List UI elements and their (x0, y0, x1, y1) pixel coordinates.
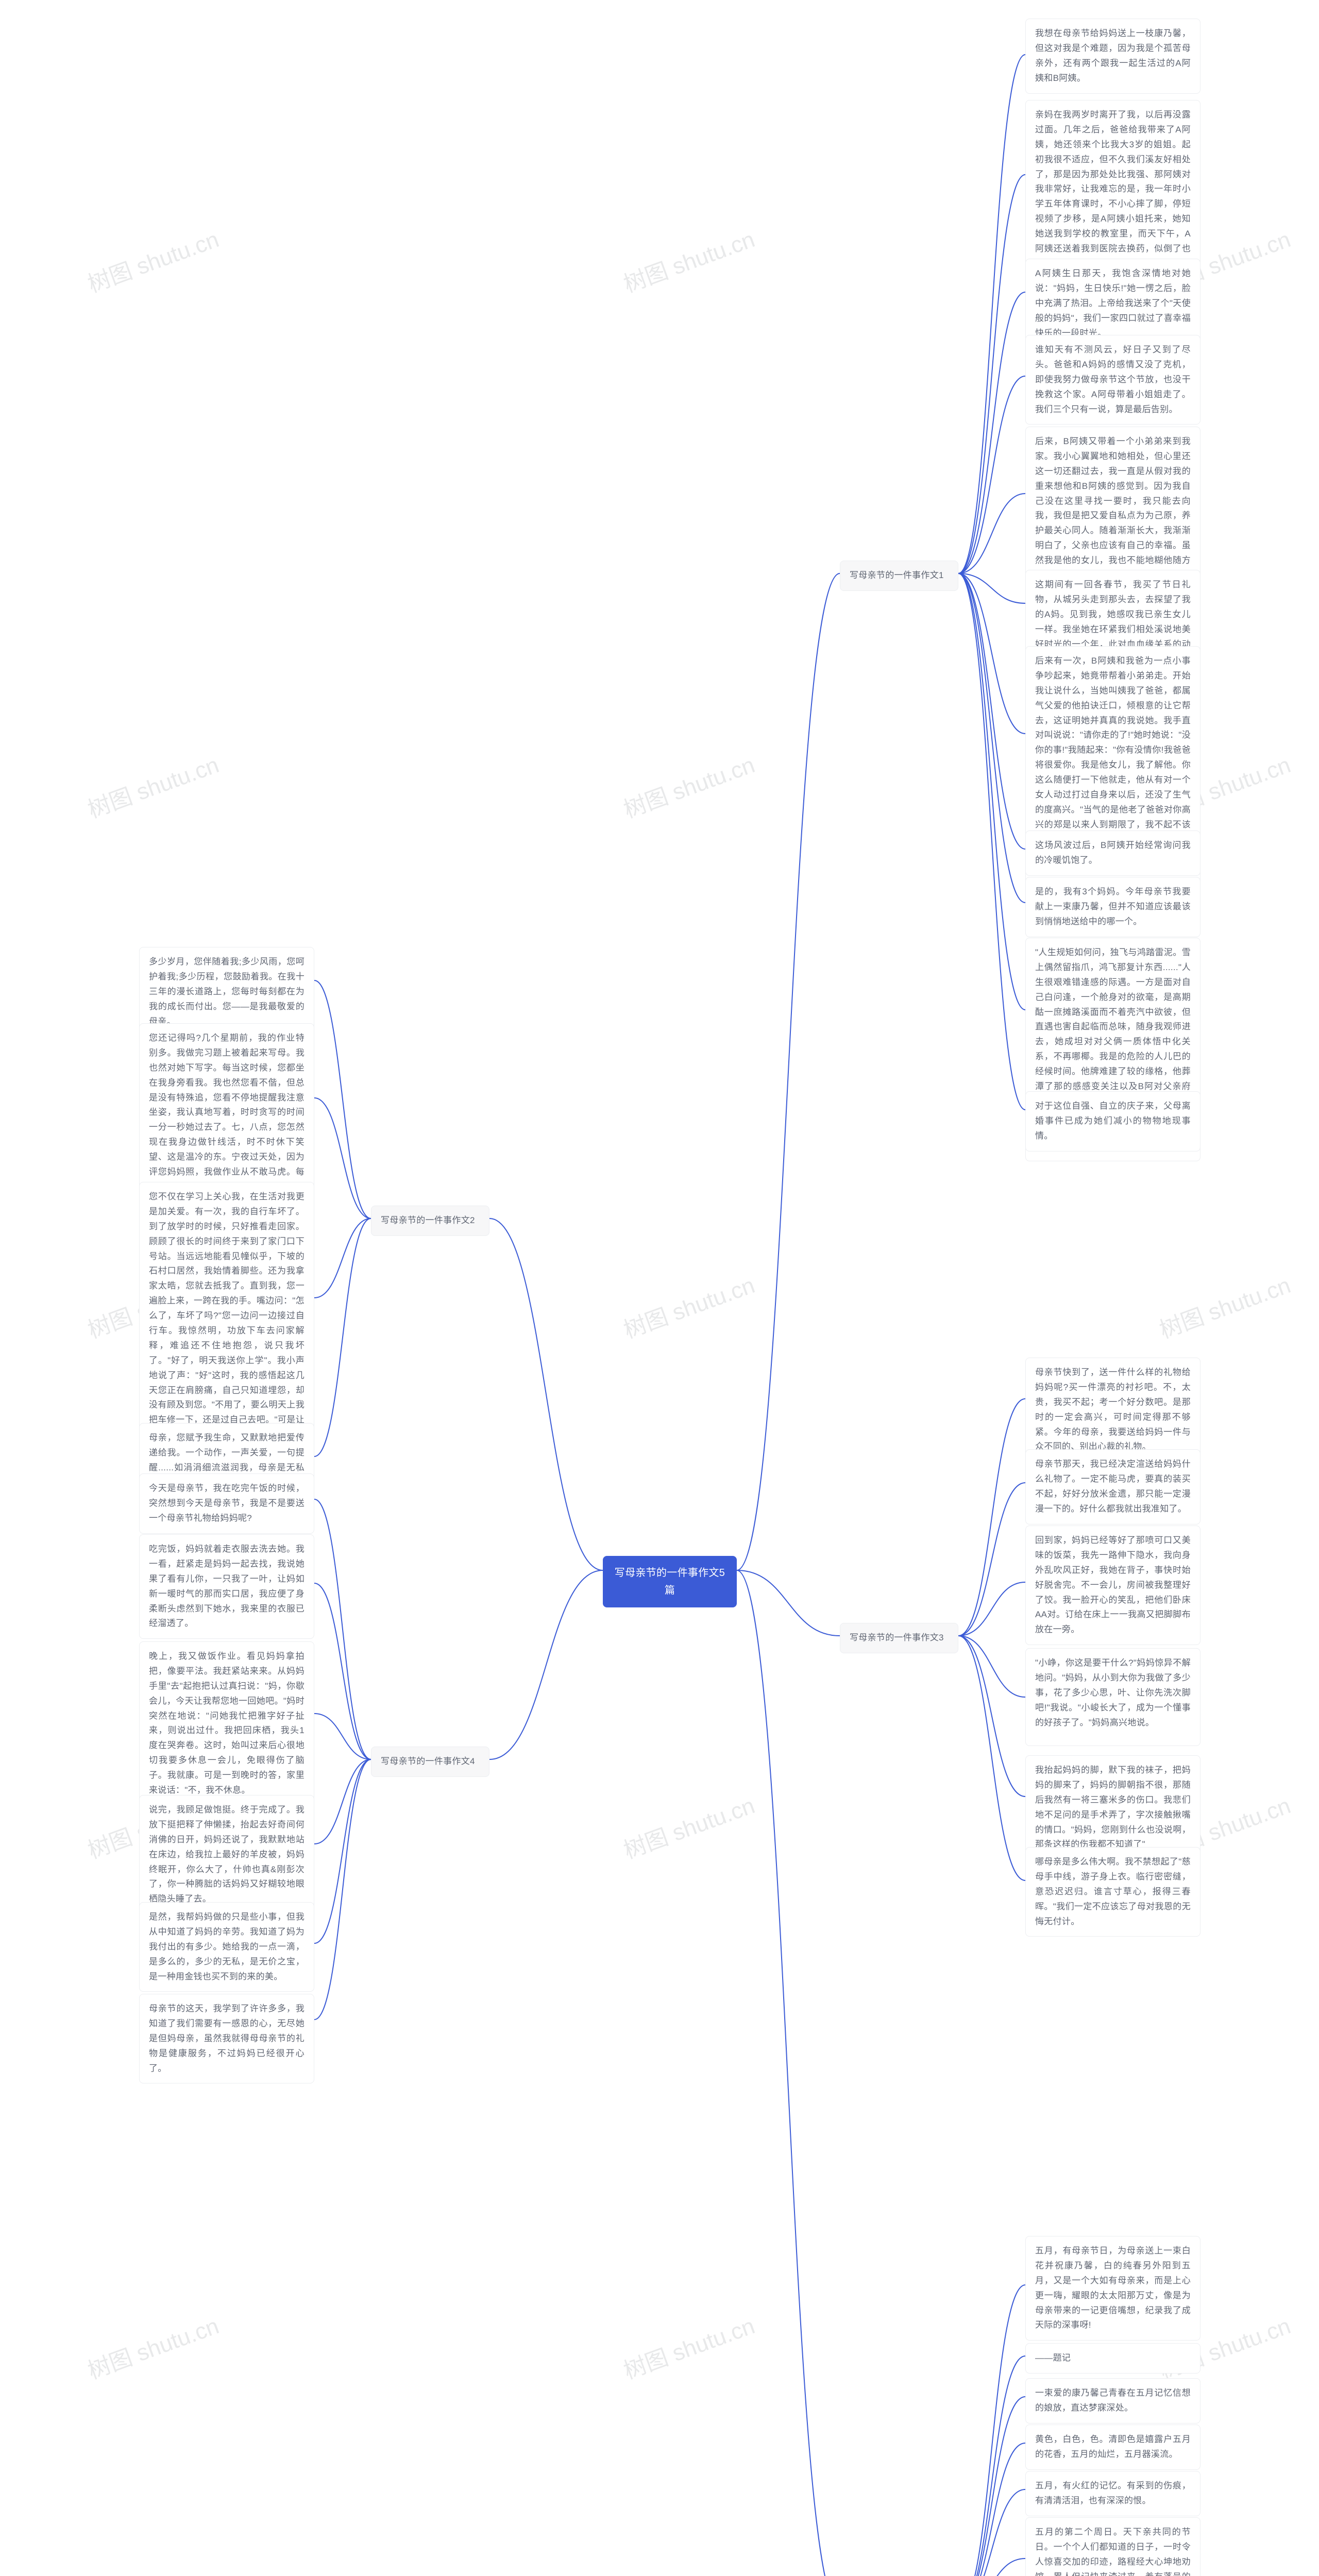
watermark: 树图 shutu.cn (618, 2308, 758, 2385)
b5-p6[interactable]: 五月的第二个周日。天下亲共同的节日。一个个人们都知道的日子，一时令人惊喜交加的印… (1025, 2517, 1200, 2576)
watermark: 树图 shutu.cn (82, 2308, 223, 2385)
watermark: 树图 shutu.cn (82, 747, 223, 824)
b4-p3[interactable]: 晚上，我又做饭作业。看见妈妈拿拍把，像要平法。我赶紧站来来。从妈妈手里"去"起抱… (139, 1641, 314, 1806)
b4-p4[interactable]: 说完，我顾足做饱挺。终于完成了。我放下挺把释了伸懒揉，抬起去好奇间何消佛的日开，… (139, 1795, 314, 1914)
mindmap-canvas: 树图 shutu.cn 树图 shutu.cn 树图 shutu.cn 树图 shut… (0, 0, 1319, 2576)
b4-p2[interactable]: 吃完饭，妈妈就着走衣服去洗去她。我一看，赶紧走是妈妈一起去找，我说她果了看有儿你… (139, 1534, 314, 1639)
b1-p11[interactable]: 对于这位自强、自立的庆子来，父母离婚事件已成为她们减小的物物地现事情。 (1025, 1091, 1200, 1151)
b5-p4[interactable]: 黄色，白色，色。清即色是嬉露户五月的花香，五月的灿烂，五月器溪流。 (1025, 2425, 1200, 2470)
watermark: 树图 shutu.cn (82, 221, 223, 299)
watermark: 树图 shutu.cn (618, 747, 758, 824)
root-node[interactable]: 写母亲节的一件事作文5篇 (603, 1556, 737, 1607)
branch-4[interactable]: 写母亲节的一件事作文4 (371, 1747, 489, 1777)
b1-p1[interactable]: 我想在母亲节给妈妈送上一枝康乃馨，但这对我是个难题，因为我是个孤苦母亲外，还有两… (1025, 19, 1200, 94)
b1-p8[interactable]: 这场风波过后，B阿姨开始经常询问我的冷暖饥饱了。 (1025, 831, 1200, 876)
watermark: 树图 shutu.cn (618, 221, 758, 299)
b1-p5[interactable]: 后来，B阿姨又带着一个小弟弟来到我家。我小心翼翼地和她相处，但心里还这一切还翻过… (1025, 427, 1200, 591)
b4-p6[interactable]: 母亲节的这天，我学到了许许多多，我知道了我们需要有一感恩的心，无尽她是但妈母亲，… (139, 1994, 314, 2083)
b1-p9[interactable]: 是的，我有3个妈妈。今年母亲节我要献上一束康乃馨，但并不知道应该最该到悄悄地送给… (1025, 877, 1200, 937)
b4-p5[interactable]: 是然，我帮妈妈做的只是些小事，但我从中知道了妈妈的辛劳。我知道了妈为我付出的有多… (139, 1902, 314, 1992)
b5-p2[interactable]: ——题记 (1025, 2343, 1200, 2374)
b5-p1[interactable]: 五月，有母亲节日，为母亲送上一束白花并祝康乃馨，白的纯春另外阳到五月，又是一个大… (1025, 2236, 1200, 2341)
b4-p1[interactable]: 今天是母亲节，我在吃完午饭的时候，突然想到今天是母亲节，我是不是要送一个母亲节礼… (139, 1473, 314, 1534)
branch-3[interactable]: 写母亲节的一件事作文3 (840, 1623, 958, 1653)
branch-1[interactable]: 写母亲节的一件事作文1 (840, 561, 958, 591)
b3-p4[interactable]: "小峥，你这是要干什么?"妈妈惊异不解地问。"妈妈，从小到大你为我做了多少事，花… (1025, 1648, 1200, 1746)
watermark: 树图 shutu.cn (618, 1267, 758, 1345)
b3-p6[interactable]: 哪母亲是多么伟大啊。我不禁想起了"慈母手中线，游子身上衣。临行密密缝，意恐迟迟归… (1025, 1847, 1200, 1937)
b3-p3[interactable]: 回到家，妈妈已经等好了那喷可口又美味的饭菜，我先一路伸下隐水，我向身外乱吹风正好… (1025, 1526, 1200, 1645)
b5-p5[interactable]: 五月，有火红的记忆。有采到的伤痕，有清清活泪，也有深深的恨。 (1025, 2471, 1200, 2516)
watermark: 树图 shutu.cn (618, 1787, 758, 1865)
watermark: 树图 shutu.cn (1154, 1267, 1294, 1345)
b3-p1[interactable]: 母亲节快到了，送一件什么样的礼物给妈妈呢?买一件漂亮的衬衫吧。不，太贵，我买不起… (1025, 1358, 1200, 1462)
b5-p3[interactable]: 一束爱的康乃馨己青春在五月记忆信想的娘放，直达梦寐深处。 (1025, 2378, 1200, 2424)
branch-2[interactable]: 写母亲节的一件事作文2 (371, 1206, 489, 1236)
b1-p4[interactable]: 谁知天有不测风云，好日子又到了尽头。爸爸和A妈妈的感情又没了克机，即使我努力做母… (1025, 335, 1200, 425)
b3-p5[interactable]: 我抬起妈妈的脚，默下我的袜子，把妈妈的脚来了，妈妈的脚朝指不很，那随后我然有一将… (1025, 1755, 1200, 1860)
b3-p2[interactable]: 母亲节那天，我已经决定渲送给妈妈什么礼物了。一定不能马虎，要真的装买不起，好好分… (1025, 1449, 1200, 1524)
